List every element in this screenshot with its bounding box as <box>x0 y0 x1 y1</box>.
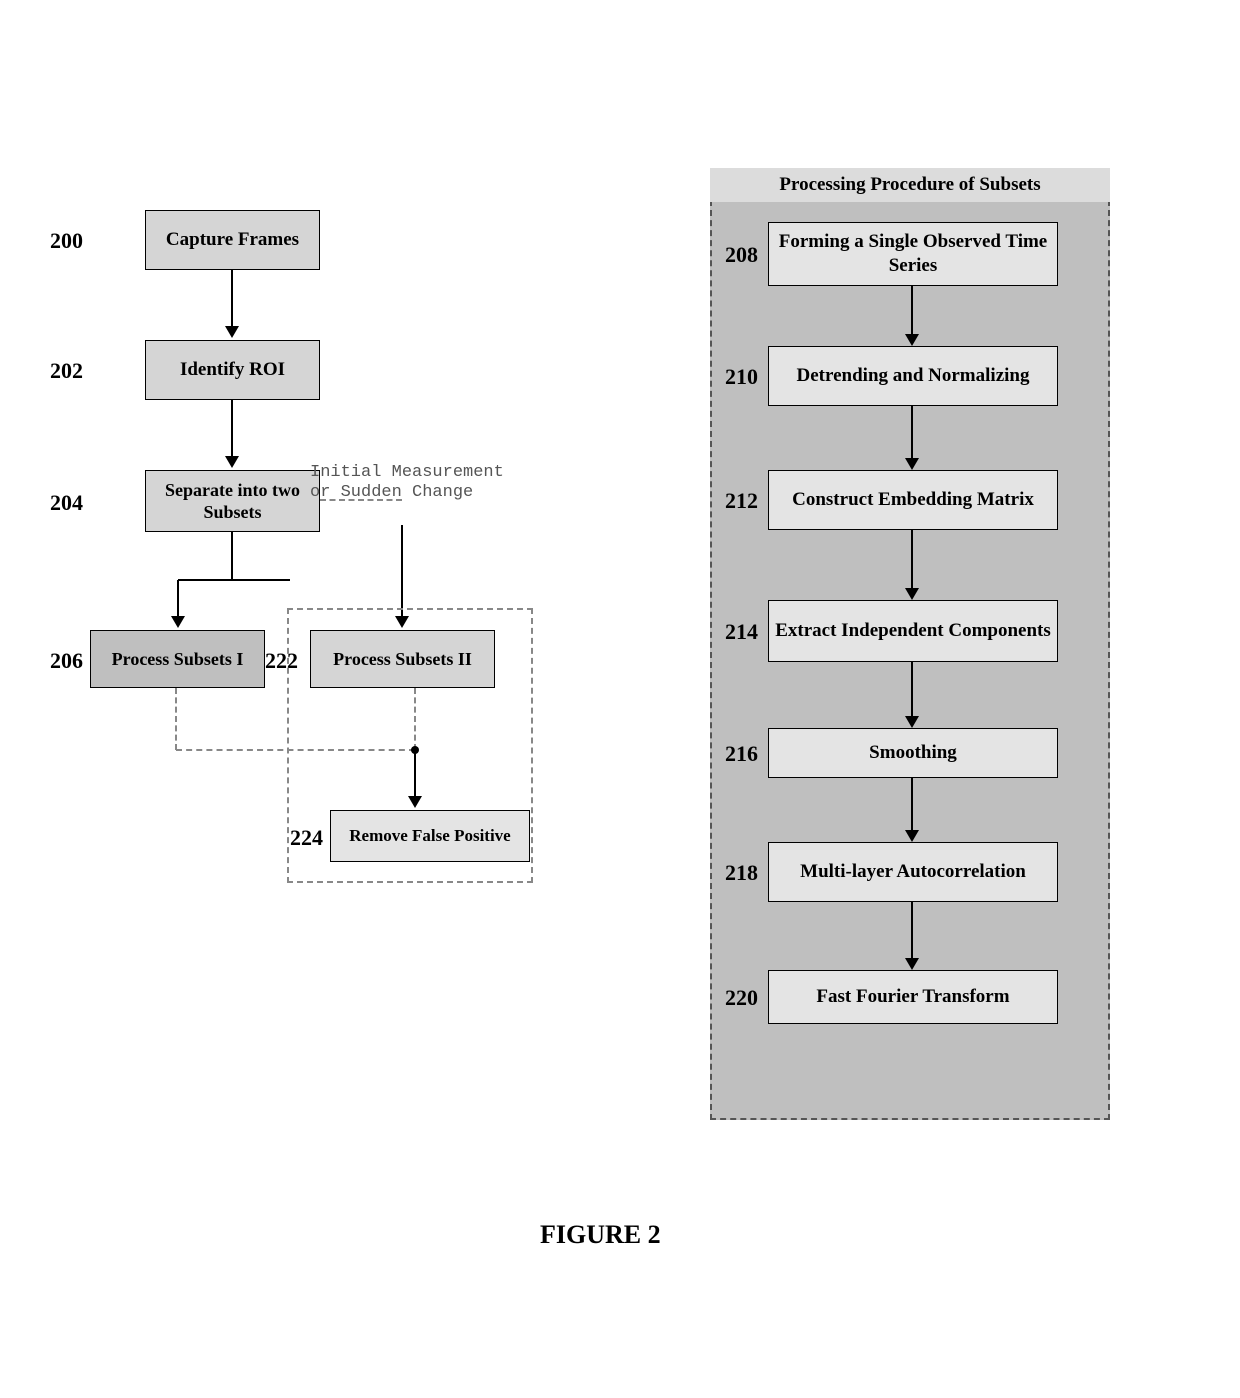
subset-label-210: 210 <box>710 364 758 390</box>
subset-node-208: Forming a Single Observed Time Series <box>768 222 1058 286</box>
subset-node-212: Construct Embedding Matrix <box>768 470 1058 530</box>
subset-label-212: 212 <box>710 488 758 514</box>
flow-node-200: Capture Frames <box>145 210 320 270</box>
flow-node-204: Separate into two Subsets <box>145 470 320 532</box>
subset-procedure-title: Processing Procedure of Subsets <box>710 168 1110 202</box>
subset-node-210: Detrending and Normalizing <box>768 346 1058 406</box>
subset-node-216: Smoothing <box>768 728 1058 778</box>
flow-label-204: 204 <box>35 490 83 516</box>
branch-annotation: Initial Measurementor Sudden Change <box>310 463 520 502</box>
flow-label-200: 200 <box>35 228 83 254</box>
flow-node-206: Process Subsets I <box>90 630 265 688</box>
subset-label-216: 216 <box>710 741 758 767</box>
subset-node-220: Fast Fourier Transform <box>768 970 1058 1024</box>
flow-label-202: 202 <box>35 358 83 384</box>
subset-node-218: Multi-layer Autocorrelation <box>768 842 1058 902</box>
subset-node-214: Extract Independent Components <box>768 600 1058 662</box>
flow-node-202: Identify ROI <box>145 340 320 400</box>
subset-label-214: 214 <box>710 619 758 645</box>
subset-label-220: 220 <box>710 985 758 1011</box>
figure-caption: FIGURE 2 <box>540 1220 661 1250</box>
flow-label-206: 206 <box>35 648 83 674</box>
subset-label-218: 218 <box>710 860 758 886</box>
dashed-group <box>287 608 533 883</box>
subset-label-208: 208 <box>710 242 758 268</box>
